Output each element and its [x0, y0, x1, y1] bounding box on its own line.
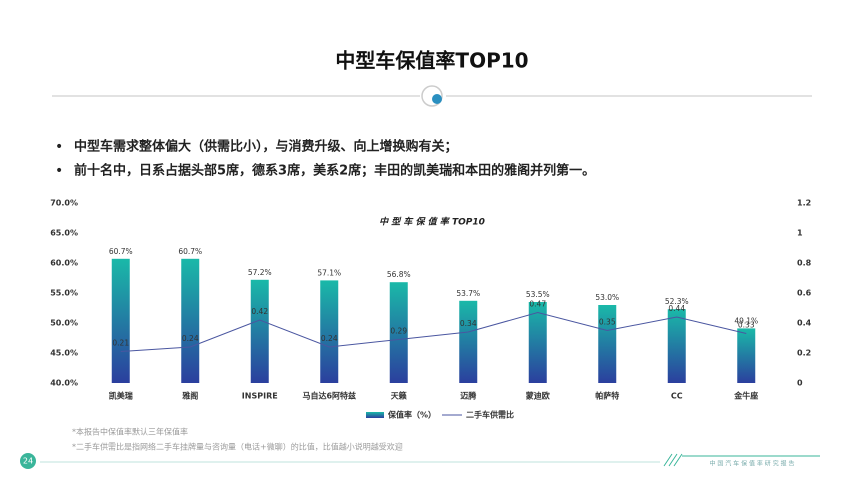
line-value-label: 0.44 — [668, 304, 685, 313]
bar-value-label: 60.7% — [178, 247, 202, 256]
bullet-text: 前十名中，日系占据头部5席，德系3席，美系2席；丰田的凯美瑞和本田的雅阁并列第一… — [74, 163, 595, 179]
bar — [598, 305, 617, 383]
chart-title: 中 型 车 保 值 率 TOP10 — [379, 217, 485, 228]
bar-value-label: 52.3% — [665, 297, 689, 306]
bar-value-label: 53.0% — [595, 293, 619, 302]
line-value-label: 0.29 — [390, 327, 407, 336]
bar-value-label: 56.8% — [387, 270, 411, 279]
line-value-label: 0.24 — [321, 334, 338, 343]
x-tick-label: 蒙迪欧 — [526, 391, 550, 401]
x-tick-label: 凯美瑞 — [109, 391, 133, 401]
bar — [111, 258, 130, 383]
bar — [320, 280, 339, 383]
bar-value-label: 49.1% — [734, 316, 758, 325]
line-value-label: 0.42 — [251, 307, 268, 316]
bar-value-label: 57.2% — [248, 268, 272, 277]
y2-tick-label: 0 — [797, 379, 803, 388]
line-value-label: 0.34 — [460, 319, 477, 328]
y2-tick-label: 0.8 — [797, 259, 812, 268]
page-badge — [20, 453, 36, 469]
bar-value-label: 60.7% — [109, 247, 133, 256]
footnote: *二手车供需比是指网络二手车挂牌量与咨询量（电话+微聊）的比值，比值越小说明越受… — [72, 442, 403, 452]
x-tick-label: 雅阁 — [182, 391, 198, 401]
y2-tick-label: 0.6 — [797, 289, 812, 298]
bullet: • — [55, 139, 63, 155]
y-tick-label: 55.0% — [50, 289, 78, 298]
legend-label: 保值率（%） — [387, 410, 436, 420]
bar — [250, 279, 269, 383]
y-tick-label: 40.0% — [50, 379, 78, 388]
bar — [181, 258, 200, 383]
y-tick-label: 50.0% — [50, 319, 78, 328]
divider-icon — [432, 94, 442, 104]
y2-tick-label: 0.4 — [797, 319, 812, 328]
bar — [389, 282, 408, 383]
bullet: • — [55, 163, 63, 179]
footer-text: 中 国 汽 车 保 值 率 研 究 报 告 — [709, 460, 794, 468]
x-tick-label: 迈腾 — [460, 391, 477, 401]
bar — [459, 300, 478, 383]
bar — [737, 328, 756, 383]
legend-label: 二手车供需比 — [466, 410, 514, 420]
slide-title: 中型车保值率TOP10 — [335, 49, 528, 73]
bar — [528, 302, 547, 383]
footer-deco — [663, 453, 820, 467]
bar — [667, 309, 686, 383]
bar-value-label: 53.7% — [456, 289, 480, 298]
bar-value-label: 53.5% — [526, 290, 550, 299]
x-tick-label: 马自达6阿特兹 — [302, 391, 356, 401]
y-tick-label: 70.0% — [50, 199, 78, 208]
bullet-text: 中型车需求整体偏大（供需比小），与消费升级、向上增换购有关； — [74, 139, 458, 155]
line-value-label: 0.33 — [738, 321, 755, 330]
y2-tick-label: 1.2 — [797, 199, 811, 208]
line — [120, 311, 747, 352]
line-value-label: 0.24 — [182, 334, 199, 343]
x-tick-label: CC — [671, 392, 683, 401]
x-tick-label: 金牛座 — [733, 391, 758, 401]
y-tick-label: 65.0% — [50, 229, 78, 238]
line-value-label: 0.21 — [112, 339, 129, 348]
x-tick-label: INSPIRE — [242, 392, 278, 401]
line-value-label: 0.47 — [529, 300, 546, 309]
page-number: 24 — [23, 457, 33, 466]
footnote: *本报告中保值率默认三年保值率 — [72, 427, 188, 437]
x-tick-label: 帕萨特 — [595, 391, 619, 401]
bar-value-label: 57.1% — [317, 268, 341, 277]
x-tick-label: 天籁 — [391, 391, 407, 401]
y2-tick-label: 0.2 — [797, 349, 811, 358]
line-value-label: 0.35 — [599, 318, 616, 327]
legend-swatch — [366, 412, 384, 418]
y-tick-label: 60.0% — [50, 259, 78, 268]
y-tick-label: 45.0% — [50, 349, 78, 358]
y2-tick-label: 1 — [797, 229, 803, 238]
